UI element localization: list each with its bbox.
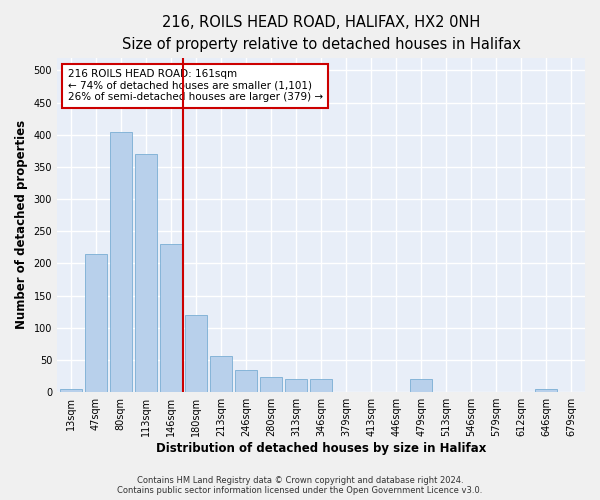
Bar: [235, 370, 257, 392]
Bar: [410, 380, 433, 392]
Bar: [134, 154, 157, 392]
Bar: [310, 380, 332, 392]
Bar: [285, 380, 307, 392]
X-axis label: Distribution of detached houses by size in Halifax: Distribution of detached houses by size …: [156, 442, 486, 455]
Bar: [110, 132, 132, 392]
Bar: [85, 254, 107, 392]
Text: Contains HM Land Registry data © Crown copyright and database right 2024.
Contai: Contains HM Land Registry data © Crown c…: [118, 476, 482, 495]
Bar: [209, 356, 232, 392]
Bar: [260, 378, 282, 392]
Text: 216 ROILS HEAD ROAD: 161sqm
← 74% of detached houses are smaller (1,101)
26% of : 216 ROILS HEAD ROAD: 161sqm ← 74% of det…: [68, 69, 323, 102]
Bar: [59, 389, 82, 392]
Title: 216, ROILS HEAD ROAD, HALIFAX, HX2 0NH
Size of property relative to detached hou: 216, ROILS HEAD ROAD, HALIFAX, HX2 0NH S…: [122, 15, 520, 52]
Y-axis label: Number of detached properties: Number of detached properties: [15, 120, 28, 330]
Bar: [185, 315, 207, 392]
Bar: [160, 244, 182, 392]
Bar: [535, 389, 557, 392]
